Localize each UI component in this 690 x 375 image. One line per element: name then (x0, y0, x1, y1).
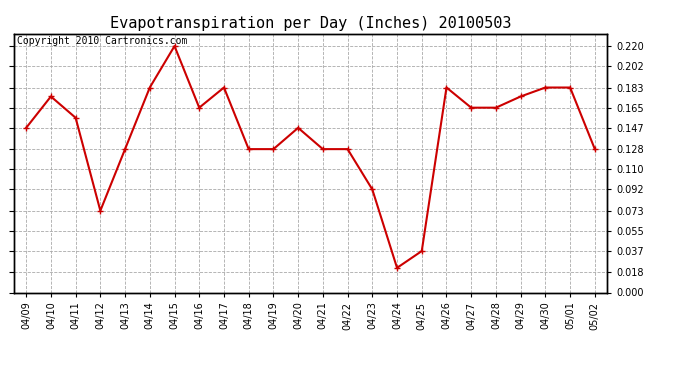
Title: Evapotranspiration per Day (Inches) 20100503: Evapotranspiration per Day (Inches) 2010… (110, 16, 511, 31)
Text: Copyright 2010 Cartronics.com: Copyright 2010 Cartronics.com (17, 36, 187, 46)
